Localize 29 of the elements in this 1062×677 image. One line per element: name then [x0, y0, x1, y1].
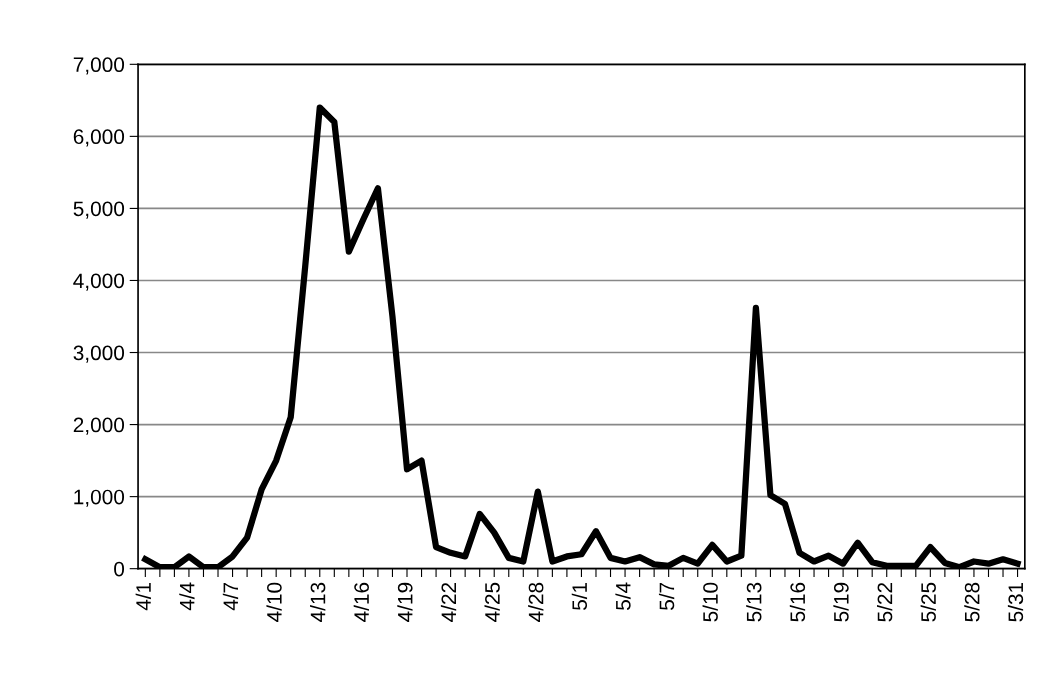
x-tick-label: 5/4: [615, 582, 631, 610]
x-tick-label: 5/1: [571, 582, 588, 610]
y-tick-label: 6,000: [73, 129, 125, 147]
x-tick-label: 4/25: [484, 582, 500, 622]
x-tick-label: 4/13: [310, 582, 326, 622]
x-tick-label: 4/7: [222, 582, 239, 611]
x-tick-label: 5/16: [789, 582, 806, 622]
x-tick-label: 4/22: [440, 582, 457, 622]
y-tick-label: 0: [114, 561, 125, 577]
x-tick-label: 4/10: [266, 582, 282, 622]
x-tick-label: 5/19: [833, 582, 849, 622]
x-tick-label: 5/7: [658, 582, 675, 610]
x-tick-label: 5/28: [964, 582, 980, 622]
x-tick-label: 5/22: [877, 582, 893, 622]
x-tick-label: 5/31: [1007, 582, 1024, 622]
x-tick-label: 4/28: [528, 582, 544, 622]
x-tick-label: 5/13: [746, 582, 762, 622]
y-tick-label: 2,000: [73, 417, 125, 435]
y-tick-label: 3,000: [73, 345, 125, 363]
y-tick-label: 4,000: [73, 273, 125, 291]
y-tick-label: 7,000: [73, 57, 125, 75]
y-tick-label: 1,000: [74, 489, 125, 507]
x-tick-label: 5/10: [702, 582, 718, 622]
x-tick-label: 5/25: [920, 582, 936, 622]
x-tick-label: 4/16: [353, 582, 369, 622]
x-tick-label: 4/4: [179, 582, 195, 611]
x-tick-label: 4/1: [135, 582, 151, 611]
x-tick-label: 4/19: [397, 582, 413, 622]
y-tick-label: 5,000: [73, 201, 125, 219]
